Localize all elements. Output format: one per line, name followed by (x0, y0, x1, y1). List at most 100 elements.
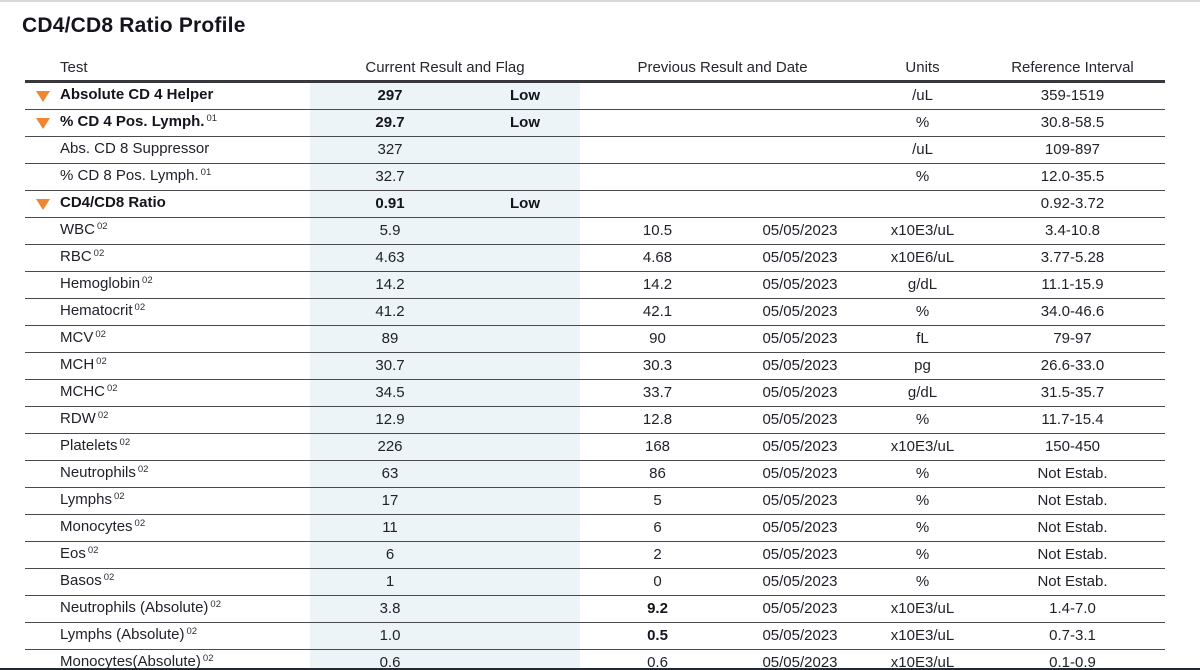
current-result-cell: 327 (310, 137, 470, 163)
current-result-cell: 0.6 (310, 650, 470, 670)
previous-date-cell: 05/05/2023 (762, 411, 838, 428)
test-name-cell: WBC 02 (60, 217, 310, 245)
flag-label-cell (470, 569, 580, 595)
previous-date-cell: 05/05/2023 (762, 249, 838, 266)
abnormal-flag-cell (25, 434, 60, 460)
current-result-cell: 63 (310, 461, 470, 487)
test-name: MCHC (60, 383, 105, 400)
column-header-previous: Previous Result and Date (637, 58, 808, 76)
test-name-cell: Neutrophils (Absolute) 02 (60, 595, 310, 623)
down-triangle-icon (35, 117, 50, 129)
footnote-superscript: 02 (119, 437, 131, 448)
test-name: Hemoglobin (60, 275, 141, 292)
test-name: MCH (60, 356, 95, 373)
units-cell: pg (914, 357, 931, 374)
previous-result-cell: 0.6 (647, 654, 668, 670)
footnote-superscript: 02 (210, 599, 221, 610)
test-name: % CD 8 Pos. Lymph. (60, 167, 199, 184)
reference-interval-cell: 0.92-3.72 (1040, 195, 1105, 212)
current-result-cell: 17 (310, 488, 470, 514)
current-result-cell: 4.63 (310, 245, 470, 271)
previous-result-cell: 168 (644, 438, 671, 455)
reference-interval-cell: Not Estab. (1037, 465, 1108, 482)
table-row: MCV 02 89 90 05/05/2023 fL 79-97 (25, 326, 1165, 353)
test-name-cell: Lymphs 02 (60, 487, 310, 515)
table-row: Eos 02 6 2 05/05/2023 % Not Estab. (25, 542, 1165, 569)
units-cell: /uL (912, 87, 933, 104)
units-cell: % (915, 411, 930, 428)
footnote-superscript: 02 (202, 653, 214, 664)
column-header-current: Current Result and Flag (365, 58, 525, 76)
down-triangle-icon (35, 198, 50, 210)
test-name: Hematocrit (60, 302, 133, 319)
previous-date-cell: 05/05/2023 (762, 546, 838, 563)
reference-interval-cell: 3.77-5.28 (1040, 249, 1105, 266)
reference-interval-cell: 3.4-10.8 (1044, 222, 1101, 239)
units-cell: x10E3/uL (890, 654, 955, 670)
table-row: Lymphs 02 17 5 05/05/2023 % Not Estab. (25, 488, 1165, 515)
table-row: MCH 02 30.7 30.3 05/05/2023 pg 26.6-33.0 (25, 353, 1165, 380)
test-name: Lymphs (Absolute) (60, 626, 185, 643)
previous-result-cell: 90 (649, 330, 666, 347)
previous-date-cell: 05/05/2023 (762, 303, 838, 320)
table-row: % CD 4 Pos. Lymph. 01 29.7 Low % 30.8-58.… (25, 110, 1165, 137)
previous-result-cell: 0 (653, 573, 662, 590)
previous-date-cell: 05/05/2023 (762, 573, 838, 590)
current-result-cell: 89 (310, 326, 470, 352)
column-header-reference: Reference Interval (1011, 58, 1134, 76)
reference-interval-cell: Not Estab. (1037, 546, 1108, 563)
flag-label-cell (470, 488, 580, 514)
footnote-superscript: 02 (95, 329, 106, 340)
previous-date-cell: 05/05/2023 (762, 222, 838, 239)
reference-interval-cell: 31.5-35.7 (1040, 384, 1105, 401)
test-name-cell: % CD 8 Pos. Lymph. 01 (60, 163, 310, 191)
test-name: Eos (60, 545, 86, 562)
table-row: Hematocrit 02 41.2 42.1 05/05/2023 % 34.0… (25, 299, 1165, 326)
abnormal-flag-cell (25, 623, 60, 649)
flag-label-cell (470, 623, 580, 649)
abnormal-flag-cell (25, 407, 60, 433)
reference-interval-cell: 150-450 (1044, 438, 1101, 455)
test-name-cell: Monocytes(Absolute) 02 (60, 649, 310, 670)
flag-label-cell (470, 299, 580, 325)
footnote-superscript: 02 (134, 518, 146, 529)
test-name-cell: Hematocrit 02 (60, 298, 310, 326)
footnote-superscript: 02 (87, 545, 99, 556)
reference-interval-cell: 109-897 (1044, 141, 1101, 158)
previous-date-cell: 05/05/2023 (762, 519, 838, 536)
test-name-cell: Eos 02 (60, 541, 310, 569)
units-cell: /uL (912, 141, 933, 158)
footnote-superscript: 02 (134, 302, 146, 313)
footnote-superscript: 02 (107, 383, 118, 394)
footnote-superscript: 01 (200, 167, 212, 178)
reference-interval-cell: 0.7-3.1 (1049, 627, 1096, 644)
units-cell: % (915, 114, 930, 131)
footnote-superscript: 02 (93, 248, 105, 259)
test-name-cell: Hemoglobin 02 (60, 271, 310, 299)
test-name: Neutrophils (Absolute) (60, 599, 209, 616)
test-name-cell: Lymphs (Absolute) 02 (60, 622, 310, 650)
flag-label-cell: Low (470, 191, 580, 217)
previous-date-cell: 05/05/2023 (762, 276, 838, 293)
test-name-cell: % CD 4 Pos. Lymph. 01 (60, 109, 310, 137)
test-name: Absolute CD 4 Helper (60, 86, 214, 103)
table-header-row: Test Current Result and Flag Previous Re… (25, 54, 1165, 83)
reference-interval-cell: Not Estab. (1037, 573, 1108, 590)
previous-result-cell: 10.5 (642, 222, 673, 239)
current-result-cell: 14.2 (310, 272, 470, 298)
table-row: RDW 02 12.9 12.8 05/05/2023 % 11.7-15.4 (25, 407, 1165, 434)
test-name: RBC (60, 248, 92, 265)
previous-date-cell: 05/05/2023 (762, 600, 838, 617)
page-title: CD4/CD8 Ratio Profile (22, 14, 246, 37)
test-name: RDW (60, 410, 96, 427)
previous-result-cell: 2 (653, 546, 662, 563)
abnormal-flag-cell (25, 515, 60, 541)
current-result-cell: 297 (310, 83, 470, 109)
abnormal-flag-cell (25, 650, 60, 670)
test-name-cell: Abs. CD 8 Suppressor (60, 136, 310, 164)
units-cell: x10E3/uL (890, 600, 955, 617)
flag-label-cell (470, 326, 580, 352)
current-result-cell: 226 (310, 434, 470, 460)
table-row: Monocytes(Absolute) 02 0.6 0.6 05/05/2023… (25, 650, 1165, 670)
previous-result-cell: 6 (653, 519, 662, 536)
